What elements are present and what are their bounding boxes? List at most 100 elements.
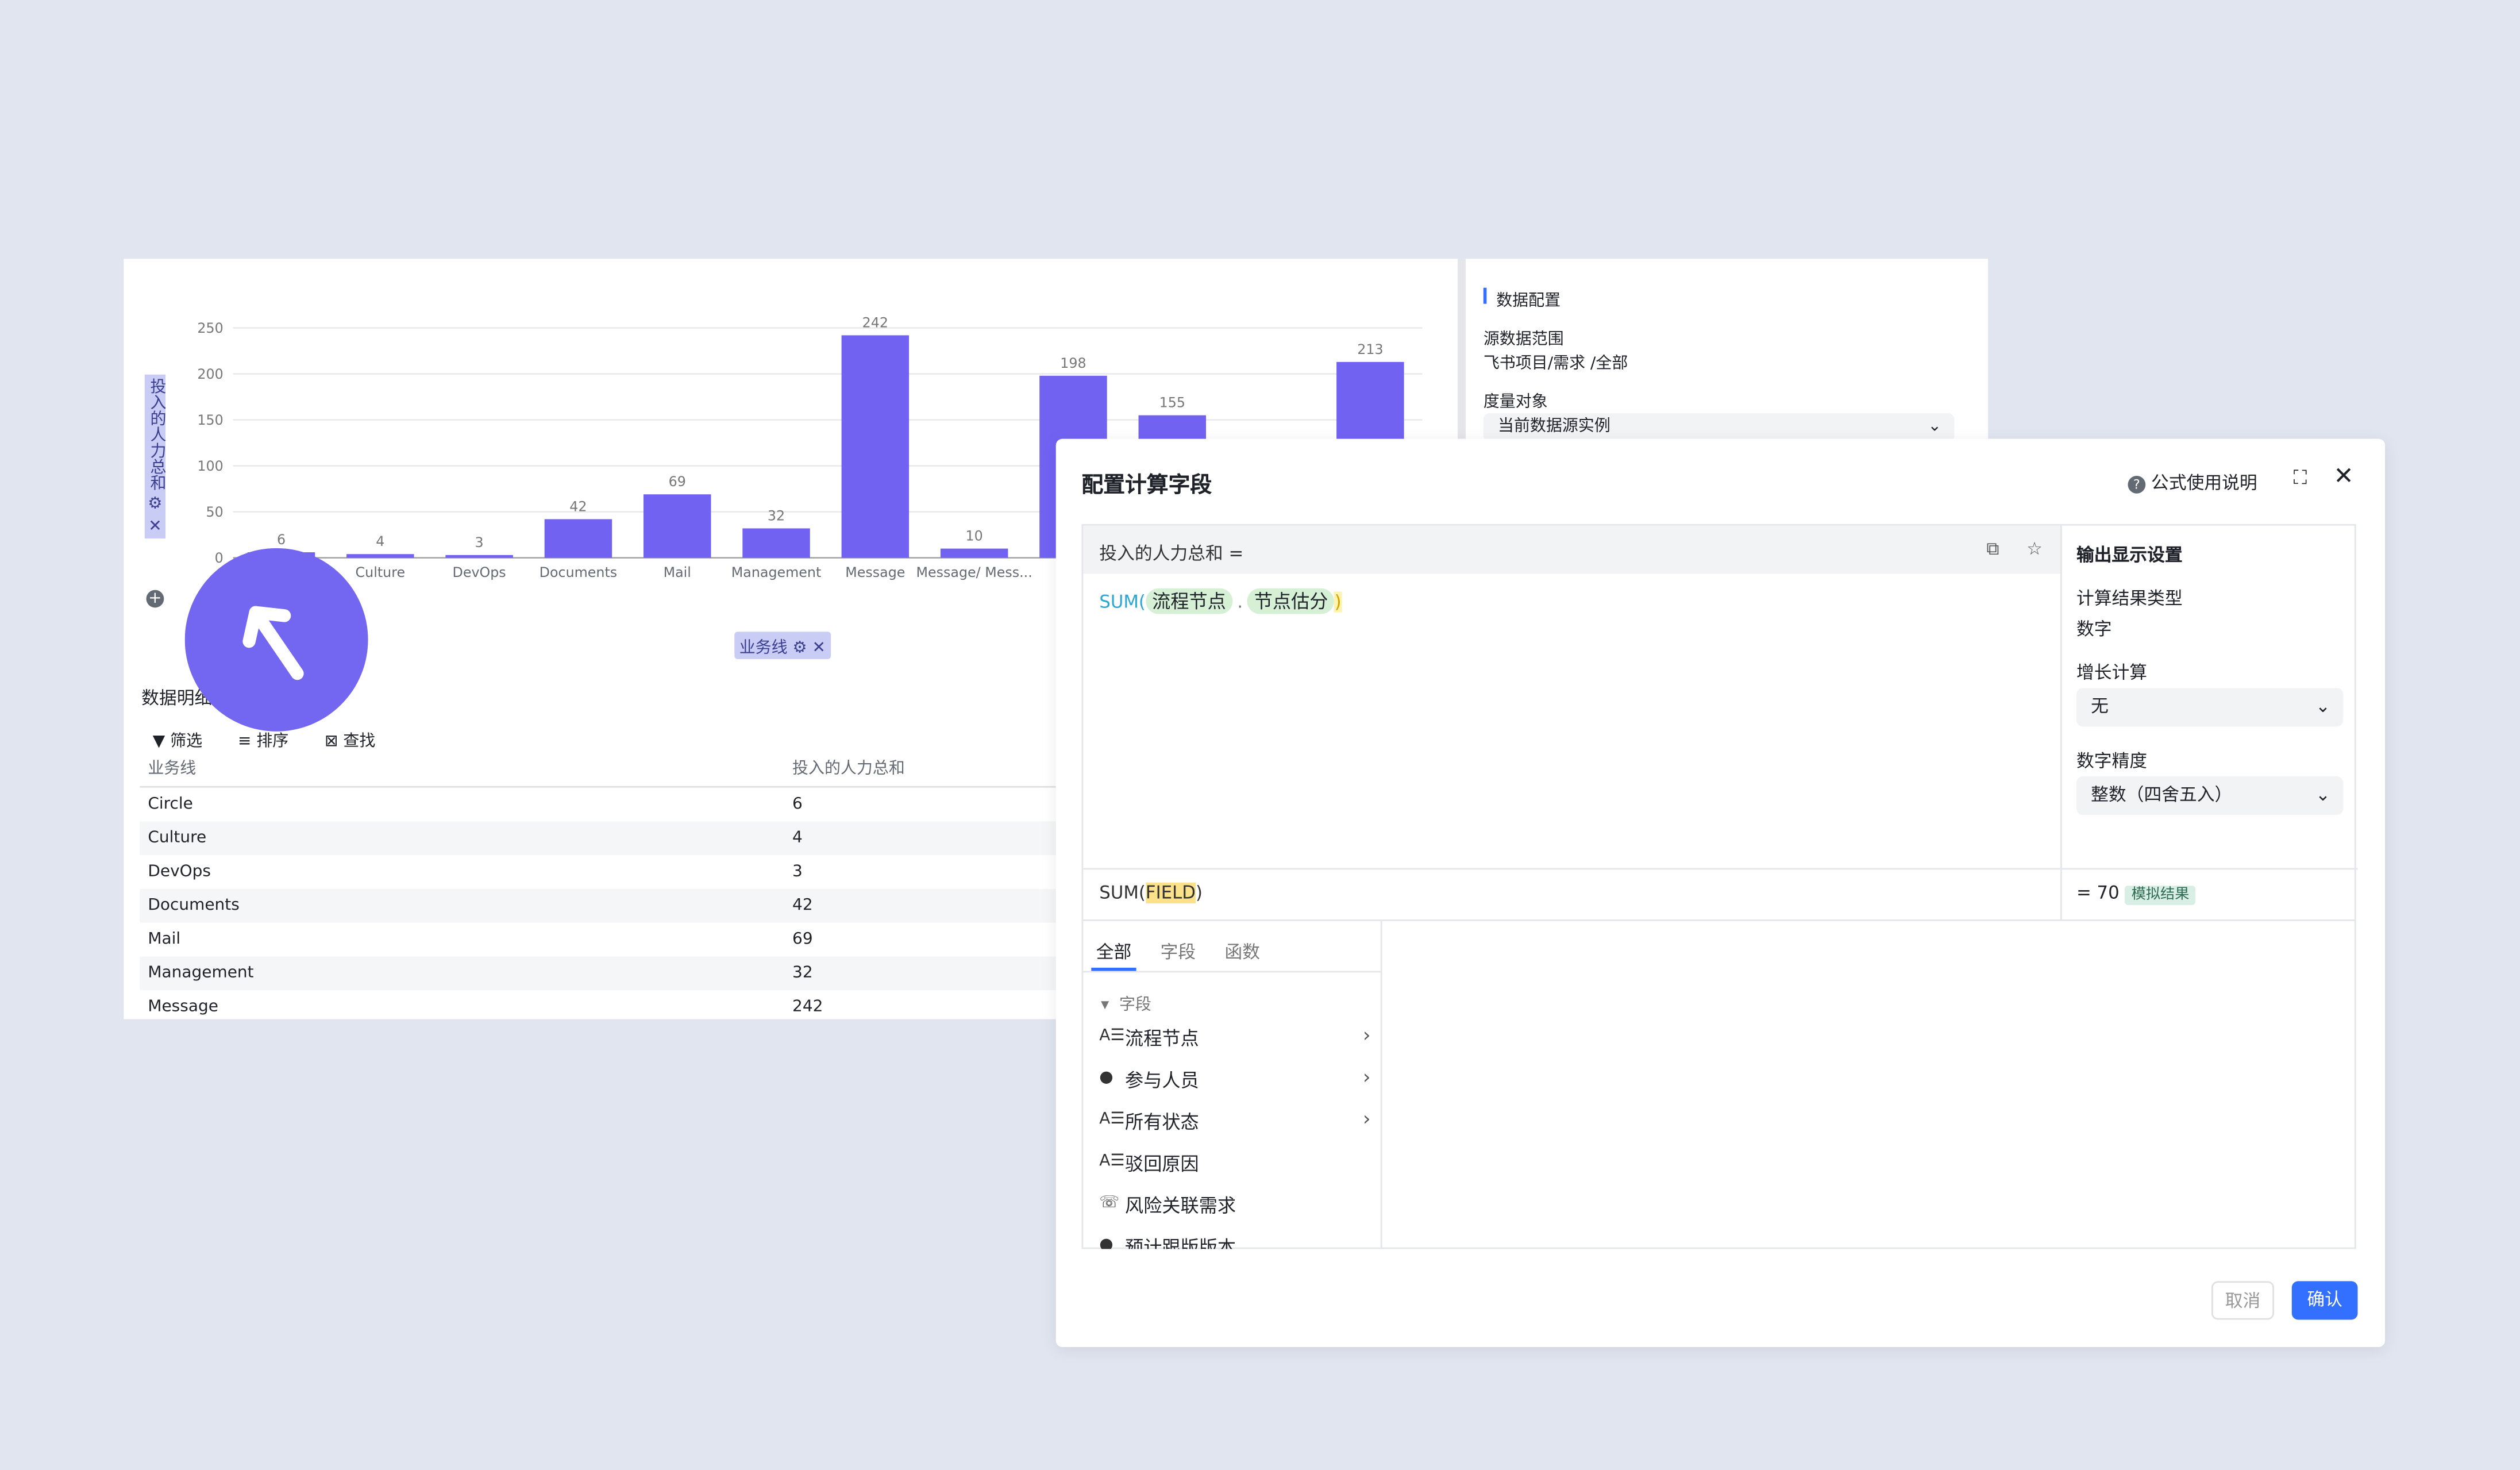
value-label: 32 <box>768 507 785 524</box>
table-cell: Culture <box>148 829 207 848</box>
y-tick-label: 50 <box>206 504 224 520</box>
table-row: Culture 4 <box>140 821 1056 856</box>
measure-select[interactable]: 当前数据源实例 ⌄ <box>1483 413 1955 442</box>
value-label: 198 <box>1060 355 1086 371</box>
formula-target: 投入的人力总和 = <box>1099 543 1244 564</box>
field-icon: ● <box>1099 1236 1113 1249</box>
table-cell: 3 <box>792 863 803 881</box>
bar <box>445 555 513 558</box>
field-item[interactable]: A☰ 流程节点 › <box>1099 1024 1370 1052</box>
expand-arrow: › <box>1363 1023 1371 1046</box>
field-item[interactable]: A☰ 驳回原因 <box>1099 1151 1199 1177</box>
dialog-title: 配置计算字段 <box>1081 472 1212 499</box>
bar <box>742 528 810 558</box>
field-item[interactable]: ● 预计跟版版本 <box>1099 1234 1236 1249</box>
select-value: 无 <box>2091 696 2109 717</box>
formula-function: SUM( <box>1099 591 1146 613</box>
decoration <box>1083 868 2061 870</box>
sort-button[interactable]: ≡ 排序 <box>237 733 289 751</box>
table-cell: Circle <box>148 795 193 814</box>
field-item[interactable]: ● 参与人员 › <box>1099 1066 1370 1093</box>
table-cell: Mail <box>148 930 181 949</box>
tab[interactable]: 函数 <box>1224 942 1261 963</box>
field-label: 驳回原因 <box>1125 1152 1199 1175</box>
field-icon: ☏ <box>1099 1194 1120 1213</box>
output-label: 计算结果类型 <box>2076 588 2183 610</box>
field-item[interactable]: ☏ 风险关联需求 <box>1099 1193 1236 1219</box>
config-value: 飞书项目/需求 /全部 <box>1483 355 1628 373</box>
decoration: ⌄ <box>2315 696 2330 717</box>
table-cell: Management <box>148 964 254 983</box>
tab[interactable]: 字段 <box>1160 942 1196 963</box>
help-text: 公式使用说明 <box>2151 472 2257 494</box>
x-axis-chip[interactable]: 业务线 ⚙ ✕ <box>734 632 831 659</box>
config-label: 源数据范围 <box>1483 331 1564 349</box>
x-tick-label: Mail <box>664 564 691 580</box>
cancel-button[interactable]: 取消 <box>2211 1281 2275 1320</box>
cursor-badge <box>184 548 368 732</box>
expand-arrow: › <box>1363 1065 1371 1088</box>
value-label: 4 <box>376 533 384 549</box>
formula-field: 节点估分 <box>1247 588 1335 614</box>
table-cell: 6 <box>792 795 803 814</box>
output-label: 增长计算 <box>2076 662 2148 683</box>
result: = 70 模拟结果 <box>2076 883 2196 905</box>
precision-select[interactable]: 整数（四舍五入） ⌄ <box>2076 776 2344 815</box>
x-tick-label: Culture <box>356 564 406 580</box>
table-cell: 42 <box>792 896 813 915</box>
toolbar-label: 查找 <box>343 733 376 751</box>
field-icon: ● <box>1099 1069 1113 1087</box>
filter-button[interactable]: ▼ 筛选 <box>152 733 203 751</box>
confirm-button[interactable]: 确认 <box>2291 1281 2358 1320</box>
value-label: 42 <box>569 498 587 514</box>
decoration <box>1083 525 2061 574</box>
x-tick-label: Management <box>731 564 822 580</box>
tab[interactable]: 全部 <box>1096 942 1132 963</box>
growth-select[interactable]: 无 ⌄ <box>2076 688 2344 727</box>
signature-close: ) <box>1195 882 1203 904</box>
x-tick-label: Message <box>845 564 905 580</box>
close-button[interactable]: ✕ <box>2333 461 2354 491</box>
decoration: ? <box>2128 475 2146 494</box>
field-label: 参与人员 <box>1125 1069 1199 1092</box>
add-button[interactable]: + <box>146 590 164 608</box>
field-label: 预计跟版版本 <box>1125 1236 1236 1249</box>
y-tick-label: 100 <box>197 458 223 474</box>
dialog: 配置计算字段 ? 公式使用说明 ⛶ ✕ 投入的人力总和 = ⧉ ☆ SUM(流程… <box>1055 438 2386 1348</box>
bar <box>544 519 612 558</box>
output-value: 数字 <box>2076 618 2112 640</box>
field-browser: 全部 字段 函数 ▾ 字段 A☰ 流程节点 › ● 参与人员 › A☰ 所有状态 › A☰ 驳回原因… <box>1081 921 2356 1249</box>
table-row: Message 242 <box>140 990 1055 1019</box>
formula[interactable]: SUM(流程节点. 节点估分) <box>1099 587 1342 617</box>
table-title: 数据明细 <box>141 688 213 709</box>
table-row: Documents 42 <box>140 888 1056 923</box>
output-label: 数字精度 <box>2076 751 2148 772</box>
output-settings: 输出显示设置 计算结果类型 数字 增长计算 无 ⌄ 数字精度 整数（四舍五入） ⌄ … <box>2060 525 2358 919</box>
column-header: 投入的人力总和 <box>792 760 905 778</box>
field-item[interactable]: A☰ 所有状态 › <box>1099 1107 1370 1135</box>
expand-button[interactable]: ⛶ <box>2293 466 2307 489</box>
column-header: 业务线 <box>148 760 196 778</box>
config-panel: 数据配置 源数据范围 飞书项目/需求 /全部 度量对象 当前数据源实例 ⌄ <box>1466 259 1989 442</box>
formula-separator: . <box>1237 591 1243 613</box>
field-list: A☰ 流程节点 › ● 参与人员 › A☰ 所有状态 › A☰ 驳回原因 ☏ 风险关联需求 ● 预计跟版版本 <box>1083 921 1380 1249</box>
pin-button[interactable]: ☆ <box>2026 538 2043 560</box>
help-link[interactable]: ? 公式使用说明 <box>2128 470 2257 495</box>
table-row: DevOps 3 <box>140 855 1055 889</box>
decoration: ⌄ <box>2315 784 2330 806</box>
value-label: 242 <box>862 314 888 330</box>
table-row: Circle 6 <box>140 788 1055 822</box>
signature-arg: FIELD <box>1145 882 1196 904</box>
copy-button[interactable]: ⧉ <box>1986 538 1999 560</box>
x-tick-label: DevOps <box>453 564 506 580</box>
y-axis-chip[interactable]: 投入的人力总和 ⚙ ✕ <box>144 374 166 540</box>
bar <box>643 494 711 558</box>
toolbar-label: 筛选 <box>170 733 203 751</box>
decoration <box>1083 971 1381 973</box>
search-button[interactable]: ⊠ 查找 <box>325 733 376 751</box>
table-cell: 4 <box>792 829 803 848</box>
signature: SUM(FIELD) <box>1099 882 1203 904</box>
expand-arrow: › <box>1363 1107 1371 1130</box>
table-cell: 242 <box>792 998 823 1016</box>
